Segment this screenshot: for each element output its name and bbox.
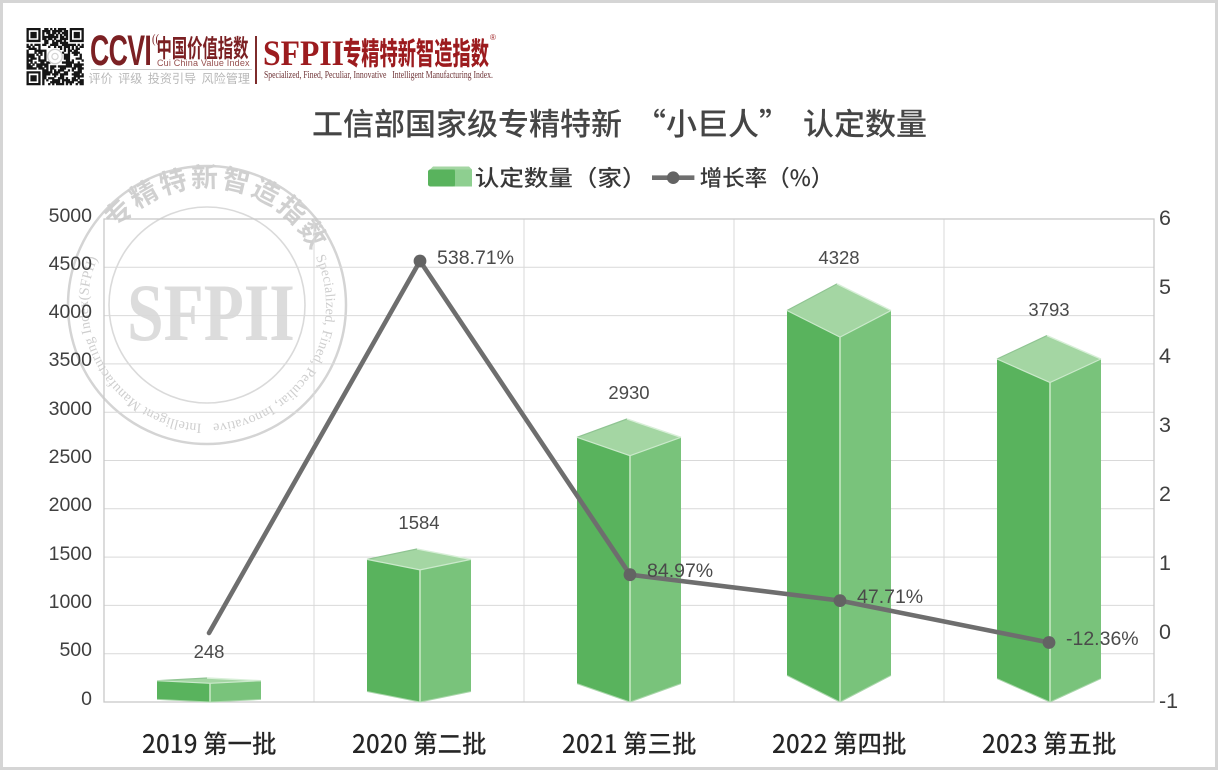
svg-text:SFPII: SFPII [127,268,295,359]
